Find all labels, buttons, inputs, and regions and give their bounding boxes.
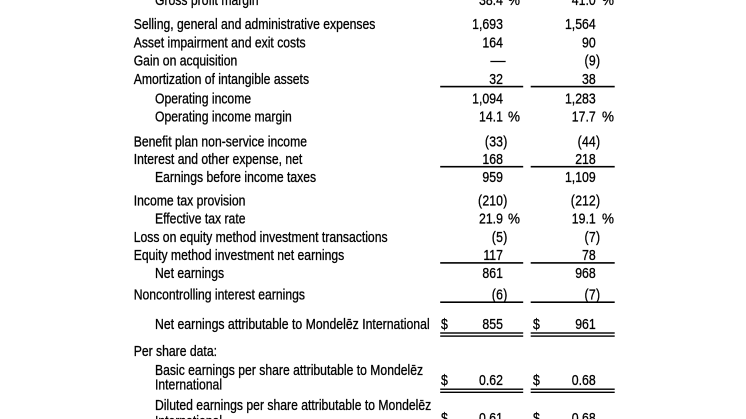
svg-text:%: % (602, 109, 614, 126)
svg-text:861: 861 (482, 265, 503, 281)
svg-text:0.68: 0.68 (572, 410, 596, 419)
svg-text:(: ( (571, 192, 575, 208)
svg-text:International: International (155, 413, 222, 419)
svg-text:Basic earnings per share attri: Basic earnings per share attributable to… (155, 362, 423, 378)
svg-text:90: 90 (582, 34, 596, 50)
svg-text:Selling, general and administr: Selling, general and administrative expe… (134, 16, 376, 32)
svg-text:21.9: 21.9 (479, 210, 503, 226)
svg-text:Benefit plan non-service incom: Benefit plan non-service income (134, 133, 307, 149)
svg-text:0.68: 0.68 (572, 372, 596, 388)
svg-text:210: 210 (482, 192, 503, 208)
svg-text:Gain on acquisition: Gain on acquisition (134, 52, 238, 68)
svg-text:1,564: 1,564 (565, 16, 596, 32)
svg-text:(: ( (478, 192, 482, 208)
svg-text:168: 168 (482, 151, 503, 167)
svg-text:Per share data:: Per share data: (134, 343, 217, 359)
svg-text:(: ( (585, 52, 589, 68)
svg-text:117: 117 (483, 247, 503, 263)
svg-text:): ) (503, 133, 507, 149)
svg-text:Amortization of intangible ass: Amortization of intangible assets (134, 71, 309, 87)
svg-text:(: ( (492, 286, 496, 302)
svg-text:855: 855 (482, 316, 503, 332)
svg-text:Gross profit margin: Gross profit margin (155, 0, 259, 8)
svg-text:Effective tax rate: Effective tax rate (155, 210, 245, 226)
svg-text:7: 7 (589, 286, 596, 302)
svg-text:%: % (508, 211, 520, 228)
svg-text:): ) (503, 286, 507, 302)
svg-text:41.0: 41.0 (572, 0, 596, 8)
svg-text:(: ( (578, 133, 582, 149)
svg-text:): ) (503, 229, 507, 245)
svg-text:6: 6 (496, 286, 503, 302)
svg-text:1,283: 1,283 (565, 90, 596, 106)
svg-text:%: % (508, 0, 520, 9)
svg-text:$: $ (533, 410, 540, 419)
svg-text:International: International (155, 376, 222, 392)
svg-text:Earnings before income taxes: Earnings before income taxes (155, 169, 316, 185)
svg-text:): ) (596, 286, 600, 302)
svg-text:32: 32 (489, 71, 503, 87)
svg-text:Noncontrolling interest earnin: Noncontrolling interest earnings (134, 286, 305, 302)
svg-text:%: % (602, 211, 614, 228)
svg-text:$: $ (441, 372, 448, 388)
svg-text:(: ( (485, 133, 489, 149)
svg-text:0.62: 0.62 (479, 372, 503, 388)
svg-text:212: 212 (575, 192, 596, 208)
svg-text:1,693: 1,693 (472, 16, 503, 32)
svg-text:218: 218 (575, 151, 596, 167)
svg-text:38.4: 38.4 (479, 0, 503, 8)
svg-text:Loss on equity method investme: Loss on equity method investment transac… (134, 229, 388, 245)
svg-text:Net earnings attributable to M: Net earnings attributable to Mondelēz In… (155, 316, 430, 332)
svg-text:$: $ (441, 410, 448, 419)
svg-text:$: $ (441, 316, 448, 332)
svg-text:): ) (596, 192, 600, 208)
svg-text:959: 959 (482, 169, 503, 185)
svg-text:Diluted earnings per share att: Diluted earnings per share attributable … (155, 397, 431, 413)
svg-text:17.7: 17.7 (572, 108, 596, 124)
svg-text:$: $ (533, 372, 540, 388)
svg-text:Operating income margin: Operating income margin (155, 108, 292, 124)
svg-text:): ) (503, 192, 507, 208)
svg-text:—: — (491, 53, 506, 70)
svg-text:968: 968 (575, 265, 596, 281)
svg-text:7: 7 (589, 229, 596, 245)
svg-text:0.61: 0.61 (479, 410, 503, 419)
svg-text:Net earnings: Net earnings (155, 265, 224, 281)
svg-text:14.1: 14.1 (479, 108, 503, 124)
svg-text:44: 44 (582, 133, 596, 149)
svg-text:): ) (596, 52, 600, 68)
svg-text:5: 5 (496, 229, 503, 245)
svg-text:(: ( (585, 229, 589, 245)
svg-text:): ) (596, 229, 600, 245)
svg-text:961: 961 (575, 316, 596, 332)
svg-text:9: 9 (589, 52, 596, 68)
svg-text:Equity method investment net e: Equity method investment net earnings (134, 247, 345, 263)
svg-text:19.1: 19.1 (572, 210, 596, 226)
svg-text:164: 164 (482, 34, 503, 50)
svg-text:%: % (508, 109, 520, 126)
svg-text:): ) (596, 133, 600, 149)
svg-text:33: 33 (489, 133, 503, 149)
svg-text:1,094: 1,094 (472, 90, 503, 106)
svg-text:%: % (602, 0, 614, 9)
svg-text:Asset impairment and exit cost: Asset impairment and exit costs (134, 34, 306, 50)
svg-text:1,109: 1,109 (565, 169, 596, 185)
svg-text:38: 38 (582, 71, 596, 87)
svg-text:(: ( (492, 229, 496, 245)
svg-text:78: 78 (582, 247, 596, 263)
svg-text:(: ( (585, 286, 589, 302)
svg-text:Income tax provision: Income tax provision (134, 192, 246, 208)
svg-text:Interest and other expense, ne: Interest and other expense, net (134, 151, 303, 167)
svg-text:Operating income: Operating income (155, 90, 251, 106)
svg-text:$: $ (533, 316, 540, 332)
